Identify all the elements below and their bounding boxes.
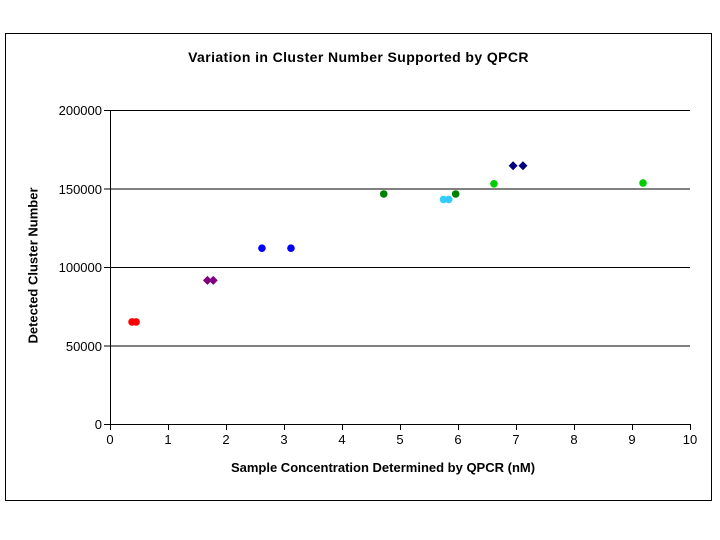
x-tick-label: 8 [570, 432, 578, 447]
y-tick-label: 50000 [65, 338, 102, 354]
x-tick-label: 4 [338, 432, 346, 447]
data-point-cyan [439, 195, 448, 204]
x-tick-label: 3 [280, 432, 288, 447]
data-point-light-green [639, 179, 647, 187]
data-point-cyan [444, 195, 453, 204]
x-axis-title: Sample Concentration Determined by QPCR … [230, 460, 536, 475]
data-point-dark-green [451, 190, 460, 198]
x-tick-label: 0 [106, 432, 114, 447]
data-point-blue [258, 244, 266, 252]
y-tick-label: 0 [94, 417, 102, 432]
data-point-purple [202, 275, 212, 285]
y-tick-label: 150000 [58, 181, 102, 197]
chart-title: Variation in Cluster Number Supported by… [188, 49, 529, 65]
data-point-navy [508, 161, 518, 171]
x-tick-label: 2 [222, 432, 230, 447]
data-point-purple [208, 275, 218, 285]
data-point-blue [287, 244, 295, 252]
y-tick-label: 100000 [58, 260, 102, 275]
x-tick-label: 1 [164, 432, 172, 447]
data-point-light-green [490, 179, 498, 188]
x-tick-label: 5 [396, 432, 404, 447]
data-point-dark-green [379, 190, 388, 198]
x-tick-label: 10 [682, 432, 698, 447]
data-point-red [132, 318, 140, 326]
data-point-navy [518, 161, 528, 171]
x-tick-label: 9 [628, 432, 636, 447]
x-tick-label: 6 [454, 432, 462, 447]
y-tick-label: 200000 [58, 103, 102, 118]
x-tick-label: 7 [512, 432, 520, 447]
